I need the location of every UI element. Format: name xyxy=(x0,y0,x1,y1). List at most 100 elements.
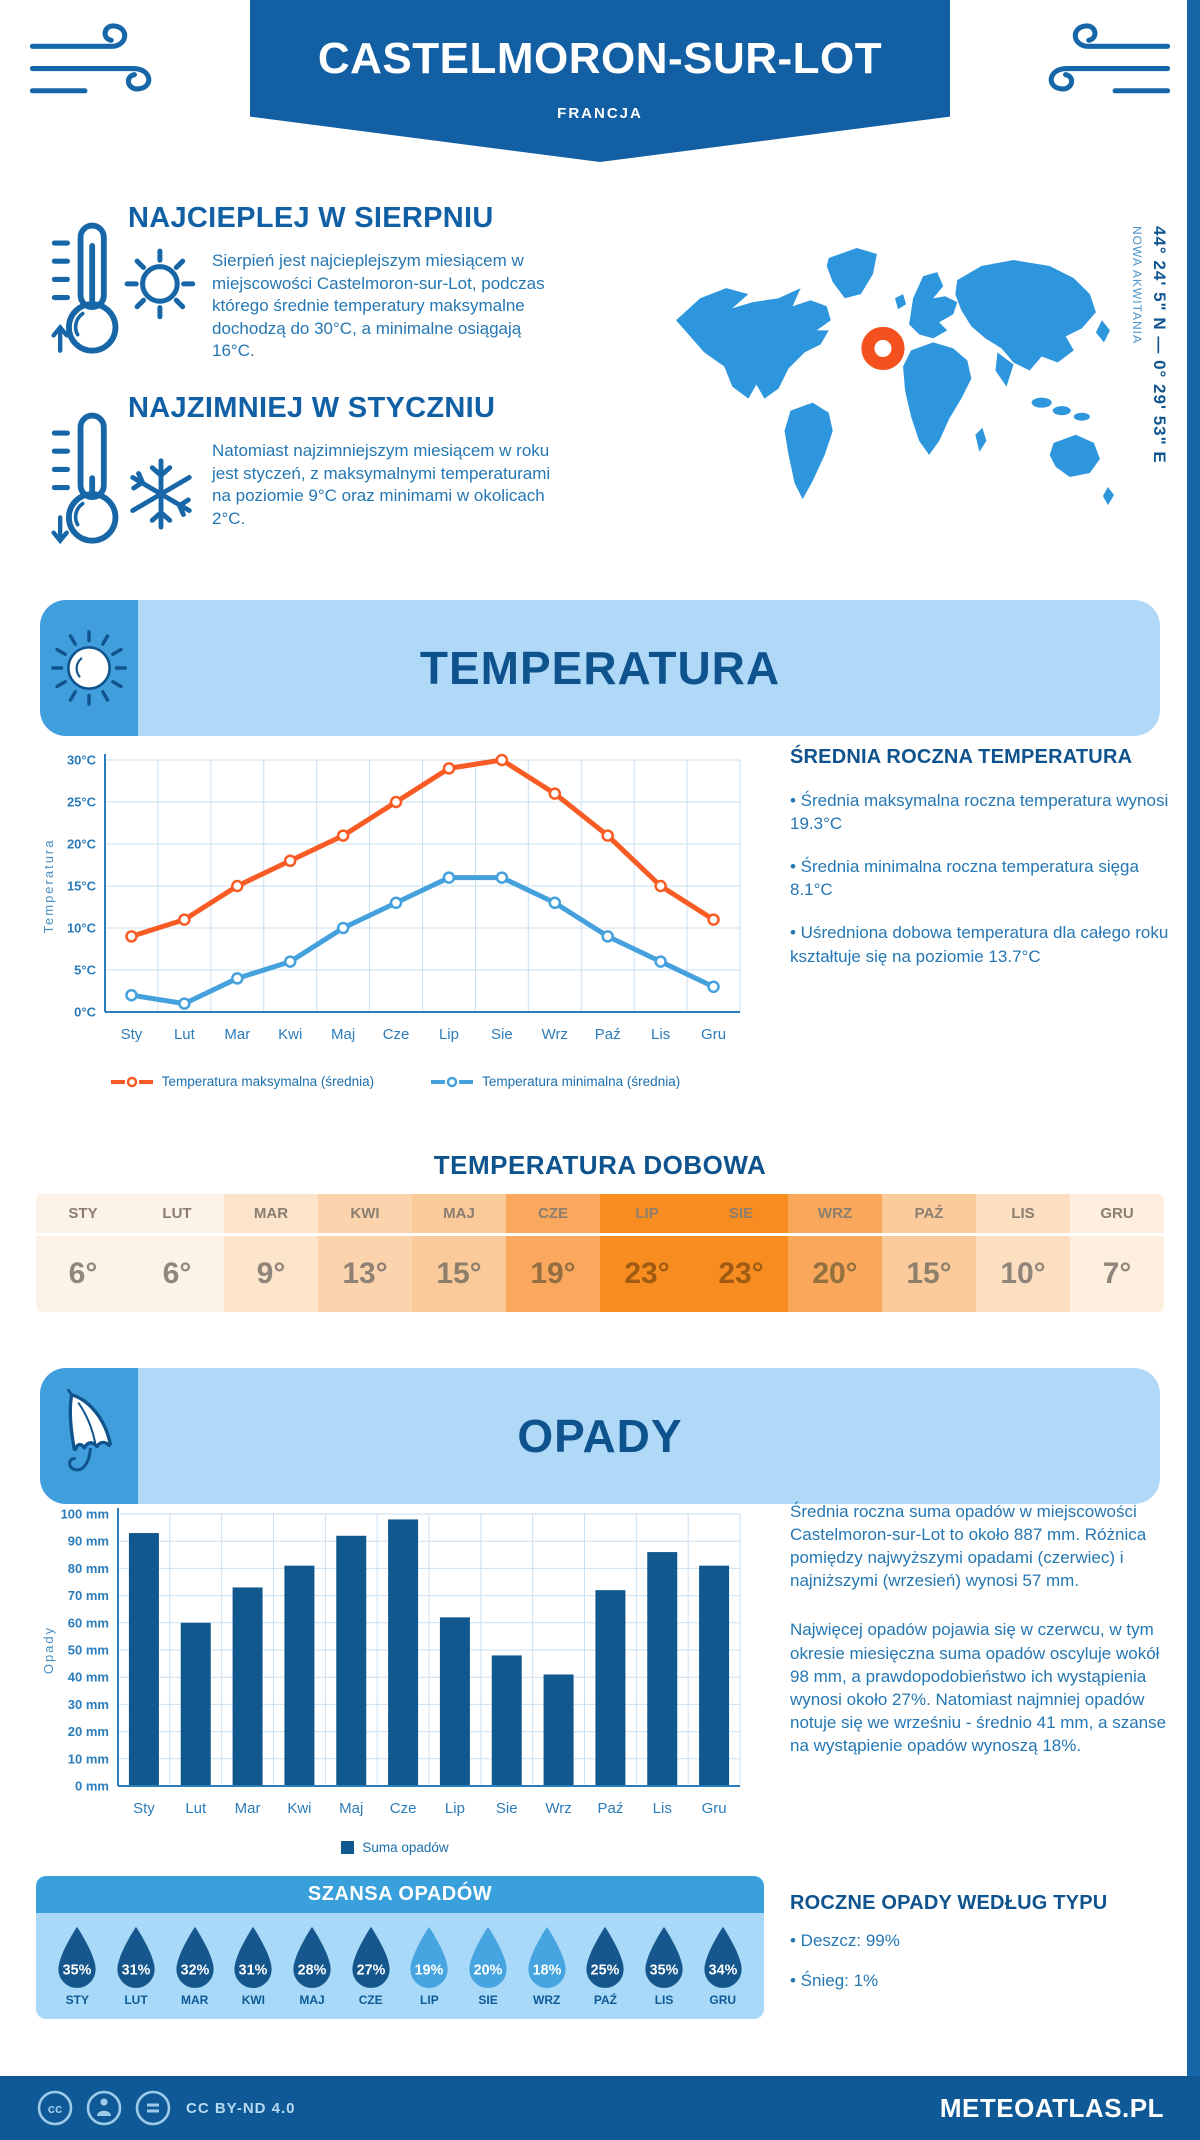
legend-item: Temperatura maksymalna (średnia) xyxy=(110,1074,374,1089)
rain-drop: 31% LUT xyxy=(107,1925,166,2007)
rain-drop-month: PAŹ xyxy=(593,1993,617,2007)
svg-text:Lip: Lip xyxy=(439,1026,459,1043)
precipitation-paragraph: Najwięcej opadów pojawia się w czerwcu, … xyxy=(790,1620,1167,1755)
legend-square-swatch xyxy=(341,1841,355,1854)
page-title: CASTELMORON-SUR-LOT xyxy=(317,34,883,83)
legend-label: Temperatura minimalna (średnia) xyxy=(482,1074,681,1089)
svg-text:Kwi: Kwi xyxy=(287,1800,311,1817)
rain-drop-month: SIE xyxy=(478,1993,498,2007)
daily-table: STY 6° LUT 6° MAR 9° KWI 13° MAJ 15° CZE 19° LIP 23° S… xyxy=(36,1194,1164,1312)
precipitation-banner-icon-box xyxy=(40,1368,138,1504)
svg-text:Wrz: Wrz xyxy=(545,1800,571,1817)
rain-drop: 31% KWI xyxy=(224,1925,283,2007)
svg-text:20°C: 20°C xyxy=(67,837,97,852)
annual-temperature-heading: ŚREDNIA ROCZNA TEMPERATURA xyxy=(790,746,1133,768)
region-label: NOWA AKWITANIA xyxy=(1130,226,1144,345)
svg-text:0°C: 0°C xyxy=(74,1005,96,1020)
svg-text:5°C: 5°C xyxy=(74,963,96,978)
table-column: PAŹ 15° xyxy=(882,1194,976,1312)
table-value: 10° xyxy=(1000,1257,1046,1290)
svg-text:Maj: Maj xyxy=(339,1800,363,1817)
svg-text:80 mm: 80 mm xyxy=(68,1561,109,1576)
cc-by-icon xyxy=(86,2090,122,2126)
legend-line-swatch xyxy=(431,1076,474,1087)
svg-text:25%: 25% xyxy=(591,1963,620,1979)
precipitation-chart: 0 mm 10 mm 20 mm 30 mm 40 mm 50 mm 60 mm 70 mm 8… xyxy=(41,1507,741,1817)
table-month: KWI xyxy=(318,1194,412,1236)
rain-drop: 35% LIS xyxy=(635,1925,694,2007)
rain-drop: 35% STY xyxy=(48,1925,107,2007)
svg-text:Sie: Sie xyxy=(491,1026,513,1043)
rain-drop-month: CZE xyxy=(358,1993,383,2007)
table-month: PAŹ xyxy=(882,1194,976,1236)
license-icons: cc xyxy=(36,2089,172,2127)
raindrop-icon: 19% xyxy=(410,1926,448,1988)
svg-text:35%: 35% xyxy=(650,1963,679,1979)
rain-chance-title: SZANSA OPADÓW xyxy=(36,1876,764,1913)
precipitation-type-bullet: • Śnieg: 1% xyxy=(790,1971,879,1991)
rain-drop: 34% GRU xyxy=(693,1925,752,2007)
legend-label: Temperatura maksymalna (średnia) xyxy=(161,1074,375,1089)
svg-text:31%: 31% xyxy=(122,1963,151,1979)
rain-drop-month: LUT xyxy=(124,1993,148,2007)
rain-drop: 19% LIP xyxy=(400,1925,459,2007)
rain-drop-month: KWI xyxy=(241,1993,266,2007)
rain-drop-month: LIP xyxy=(420,1993,439,2007)
table-value: 15° xyxy=(906,1257,952,1290)
svg-text:Lip: Lip xyxy=(445,1800,465,1817)
raindrop-icon: 25% xyxy=(586,1926,624,1988)
svg-text:Paź: Paź xyxy=(595,1026,621,1043)
cc-nd-icon xyxy=(135,2090,171,2126)
raindrop-icon: 27% xyxy=(352,1926,390,1988)
table-value: 9° xyxy=(256,1257,286,1290)
svg-text:Sie: Sie xyxy=(496,1800,518,1817)
legend-line-swatch xyxy=(110,1076,153,1087)
annual-bullet: • Uśredniona dobowa temperatura dla całe… xyxy=(790,923,1169,966)
table-month: MAR xyxy=(224,1194,318,1236)
svg-text:18%: 18% xyxy=(532,1963,561,1979)
table-column: MAR 9° xyxy=(224,1194,318,1312)
table-column: WRZ 20° xyxy=(788,1194,882,1312)
thermometer-down-icon xyxy=(51,412,119,545)
table-month: GRU xyxy=(1070,1194,1164,1236)
wind-icon xyxy=(1048,23,1171,94)
rain-drop-month: WRZ xyxy=(533,1993,561,2007)
svg-text:20 mm: 20 mm xyxy=(68,1724,109,1739)
footer: cc CC BY-ND 4.0 METEOATLAS.PL xyxy=(0,2076,1200,2140)
rain-drop: 25% PAŹ xyxy=(576,1925,635,2007)
table-column: LUT 6° xyxy=(130,1194,224,1312)
raindrop-icon: 35% xyxy=(58,1926,96,1988)
sun-badge-icon xyxy=(51,630,127,706)
svg-text:19%: 19% xyxy=(415,1963,444,1979)
table-month: STY xyxy=(36,1194,130,1236)
table-month: CZE xyxy=(506,1194,600,1236)
table-column: LIP 23° xyxy=(600,1194,694,1312)
sun-icon xyxy=(124,248,196,320)
table-column: LIS 10° xyxy=(976,1194,1070,1312)
svg-text:Gru: Gru xyxy=(702,1800,727,1817)
precipitation-paragraph: Średnia roczna suma opadów w miejscowośc… xyxy=(790,1502,1147,1591)
world-map xyxy=(676,247,1114,506)
svg-text:25°C: 25°C xyxy=(67,795,97,810)
svg-text:Sty: Sty xyxy=(121,1026,143,1043)
rain-drops: 35% STY 31% LUT 32% MAR 31% KWI 28% MAJ 27% CZE 19% L… xyxy=(36,1913,764,2019)
rain-chance-panel: SZANSA OPADÓW 35% STY 31% LUT 32% MAR 31% KWI 28… xyxy=(36,1876,764,2019)
svg-text:40 mm: 40 mm xyxy=(68,1670,109,1685)
table-column: MAJ 15° xyxy=(412,1194,506,1312)
geo-coordinates: 44° 24' 5" N — 0° 29' 53" E NOWA AKWITAN… xyxy=(1130,226,1169,556)
rain-drop-month: LIS xyxy=(654,1993,674,2007)
svg-text:Gru: Gru xyxy=(701,1026,726,1043)
svg-text:34%: 34% xyxy=(708,1963,737,1979)
rain-drop: 28% MAJ xyxy=(283,1925,342,2007)
svg-text:Wrz: Wrz xyxy=(542,1026,568,1043)
table-value: 15° xyxy=(436,1257,482,1290)
svg-text:Kwi: Kwi xyxy=(278,1026,302,1043)
svg-text:100 mm: 100 mm xyxy=(61,1507,109,1522)
rain-drop: 32% MAR xyxy=(165,1925,224,2007)
table-column: CZE 19° xyxy=(506,1194,600,1312)
highlight-heading-warmest: NAJCIEPLEJ W SIERPNIU xyxy=(128,202,494,234)
umbrella-icon xyxy=(67,1388,112,1472)
annual-temperature-panel: ŚREDNIA ROCZNA TEMPERATURA • Średnia mak… xyxy=(790,746,1182,985)
thermometer-up-icon xyxy=(51,222,119,354)
table-value: 23° xyxy=(718,1257,764,1290)
